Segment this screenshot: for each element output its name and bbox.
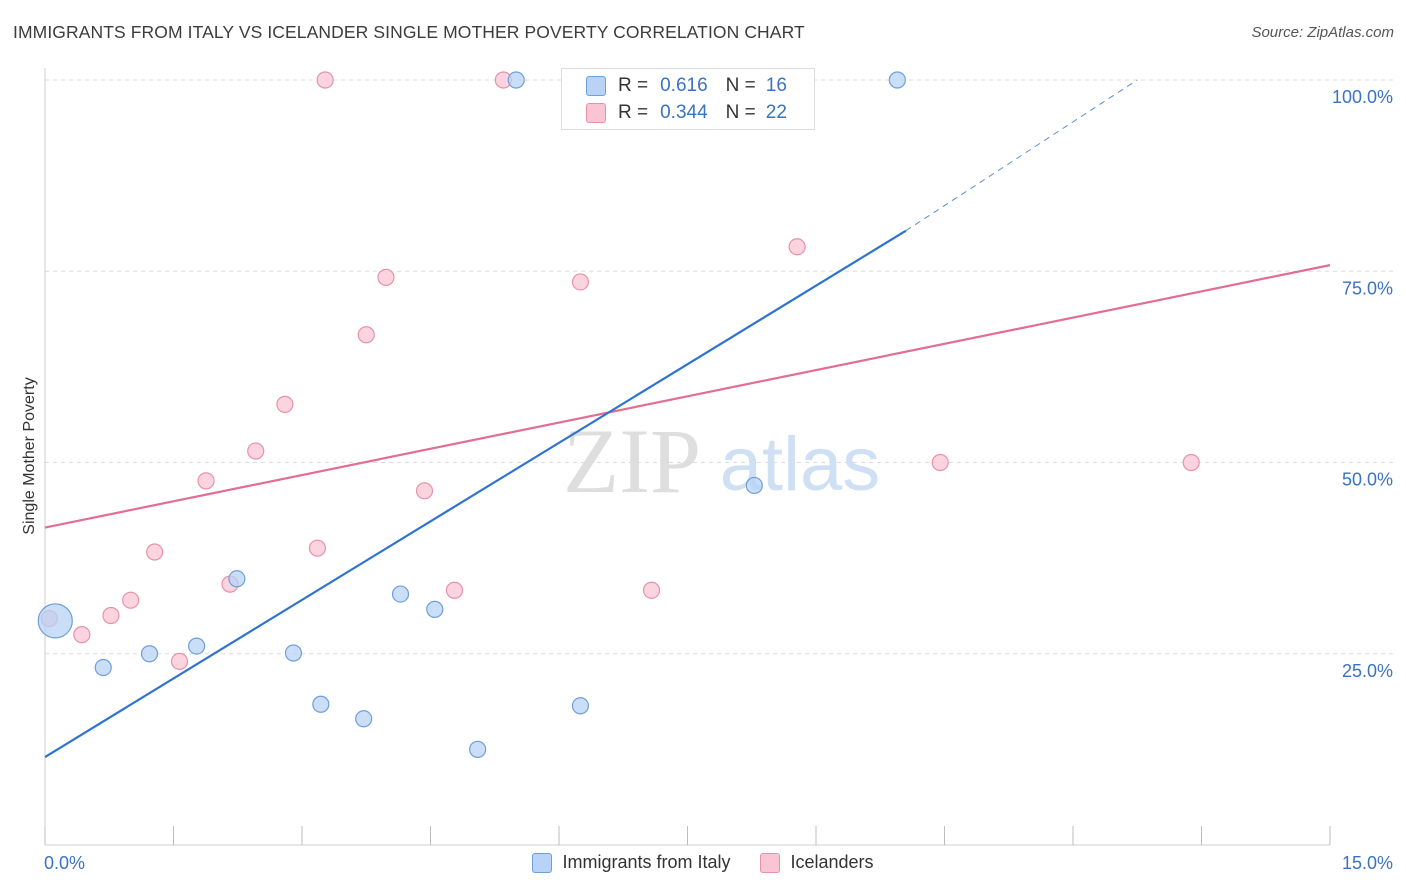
legend-swatch-italy: [586, 76, 606, 96]
data-points: [37, 71, 1200, 758]
italy-point: [94, 658, 112, 677]
icelanders-point: [415, 482, 434, 500]
icelanders-point: [642, 581, 661, 599]
italy-trend-line: [44, 229, 907, 758]
italy-point: [469, 740, 487, 758]
source-label: Source: ZipAtlas.com: [1251, 24, 1394, 41]
italy-point: [312, 695, 330, 713]
watermark-zip: ZIP: [563, 410, 701, 512]
icelanders-point: [357, 326, 375, 344]
icelanders-point: [170, 652, 189, 671]
legend-swatch-italy: [532, 852, 553, 873]
trend-lines: [44, 79, 1331, 758]
icelanders-point: [197, 472, 215, 490]
legend-label-italy: Immigrants from Italy: [562, 852, 731, 872]
y-tick-label: 75.0%: [1342, 278, 1393, 298]
x-tick-label-max: 15.0%: [1342, 853, 1393, 873]
icelanders-point: [931, 453, 949, 472]
y-tick-label: 50.0%: [1342, 470, 1393, 490]
legend-r-value-icelanders: 0.344: [660, 102, 708, 123]
chart-title: IMMIGRANTS FROM ITALY VS ICELANDER SINGL…: [13, 22, 805, 42]
italy-point: [571, 697, 590, 715]
legend-row-italy: R = 0.616 N = 16: [586, 75, 787, 97]
italy-point: [188, 637, 206, 655]
legend-r-value-italy: 0.616: [660, 75, 708, 96]
series-legend: Immigrants from Italy Icelanders: [0, 852, 1406, 873]
icelanders-point: [73, 626, 91, 644]
y-tick-label: 100.0%: [1332, 87, 1393, 107]
correlation-legend: R = 0.616 N = 16 R = 0.344 N = 22: [561, 68, 815, 130]
icelanders-point: [316, 71, 334, 89]
y-tick-label: 25.0%: [1342, 661, 1393, 681]
legend-n-label: N =: [725, 75, 756, 96]
icelanders-point: [308, 539, 327, 557]
gridlines: [45, 79, 1393, 655]
italy-point: [888, 71, 906, 89]
watermark: ZIP atlas: [563, 410, 880, 512]
icelanders-point: [571, 273, 590, 291]
icelanders-point: [788, 238, 806, 256]
italy-point: [140, 645, 159, 663]
icelanders-point: [247, 442, 265, 460]
italy-trend-extension: [905, 79, 1138, 232]
axes: [44, 68, 1331, 846]
italy-point: [355, 710, 373, 728]
icelanders-point: [122, 591, 140, 609]
italy-point: [391, 585, 410, 603]
italy-point: [426, 600, 444, 618]
icelanders-point: [1182, 453, 1200, 472]
icelanders-point: [146, 543, 164, 561]
legend-n-value-icelanders: 22: [765, 102, 787, 123]
watermark-atlas: atlas: [720, 422, 881, 507]
italy-point: [745, 476, 763, 495]
legend-swatch-icelanders: [586, 103, 606, 123]
x-tick-label-min: 0.0%: [44, 853, 85, 873]
legend-n-value-italy: 16: [765, 75, 787, 96]
icelanders-trend-line: [44, 264, 1331, 529]
tick-labels: 25.0% 50.0% 75.0% 100.0% 0.0% 15.0%: [44, 87, 1393, 873]
legend-label-icelanders: Icelanders: [790, 852, 874, 872]
legend-r-label: R =: [618, 102, 649, 123]
icelanders-point: [276, 395, 294, 413]
legend-r-label: R =: [618, 75, 649, 96]
legend-row-icelanders: R = 0.344 N = 22: [586, 102, 787, 124]
icelanders-point: [445, 581, 464, 599]
icelanders-point: [377, 268, 395, 286]
italy-point: [284, 644, 303, 662]
legend-n-label: N =: [725, 102, 756, 123]
italy-point: [228, 570, 246, 588]
italy-point: [37, 603, 73, 639]
italy-point: [507, 71, 525, 89]
legend-item-icelanders[interactable]: Icelanders: [760, 852, 874, 873]
legend-item-italy[interactable]: Immigrants from Italy: [532, 852, 730, 873]
legend-swatch-icelanders: [760, 852, 781, 873]
icelanders-point: [102, 606, 120, 625]
